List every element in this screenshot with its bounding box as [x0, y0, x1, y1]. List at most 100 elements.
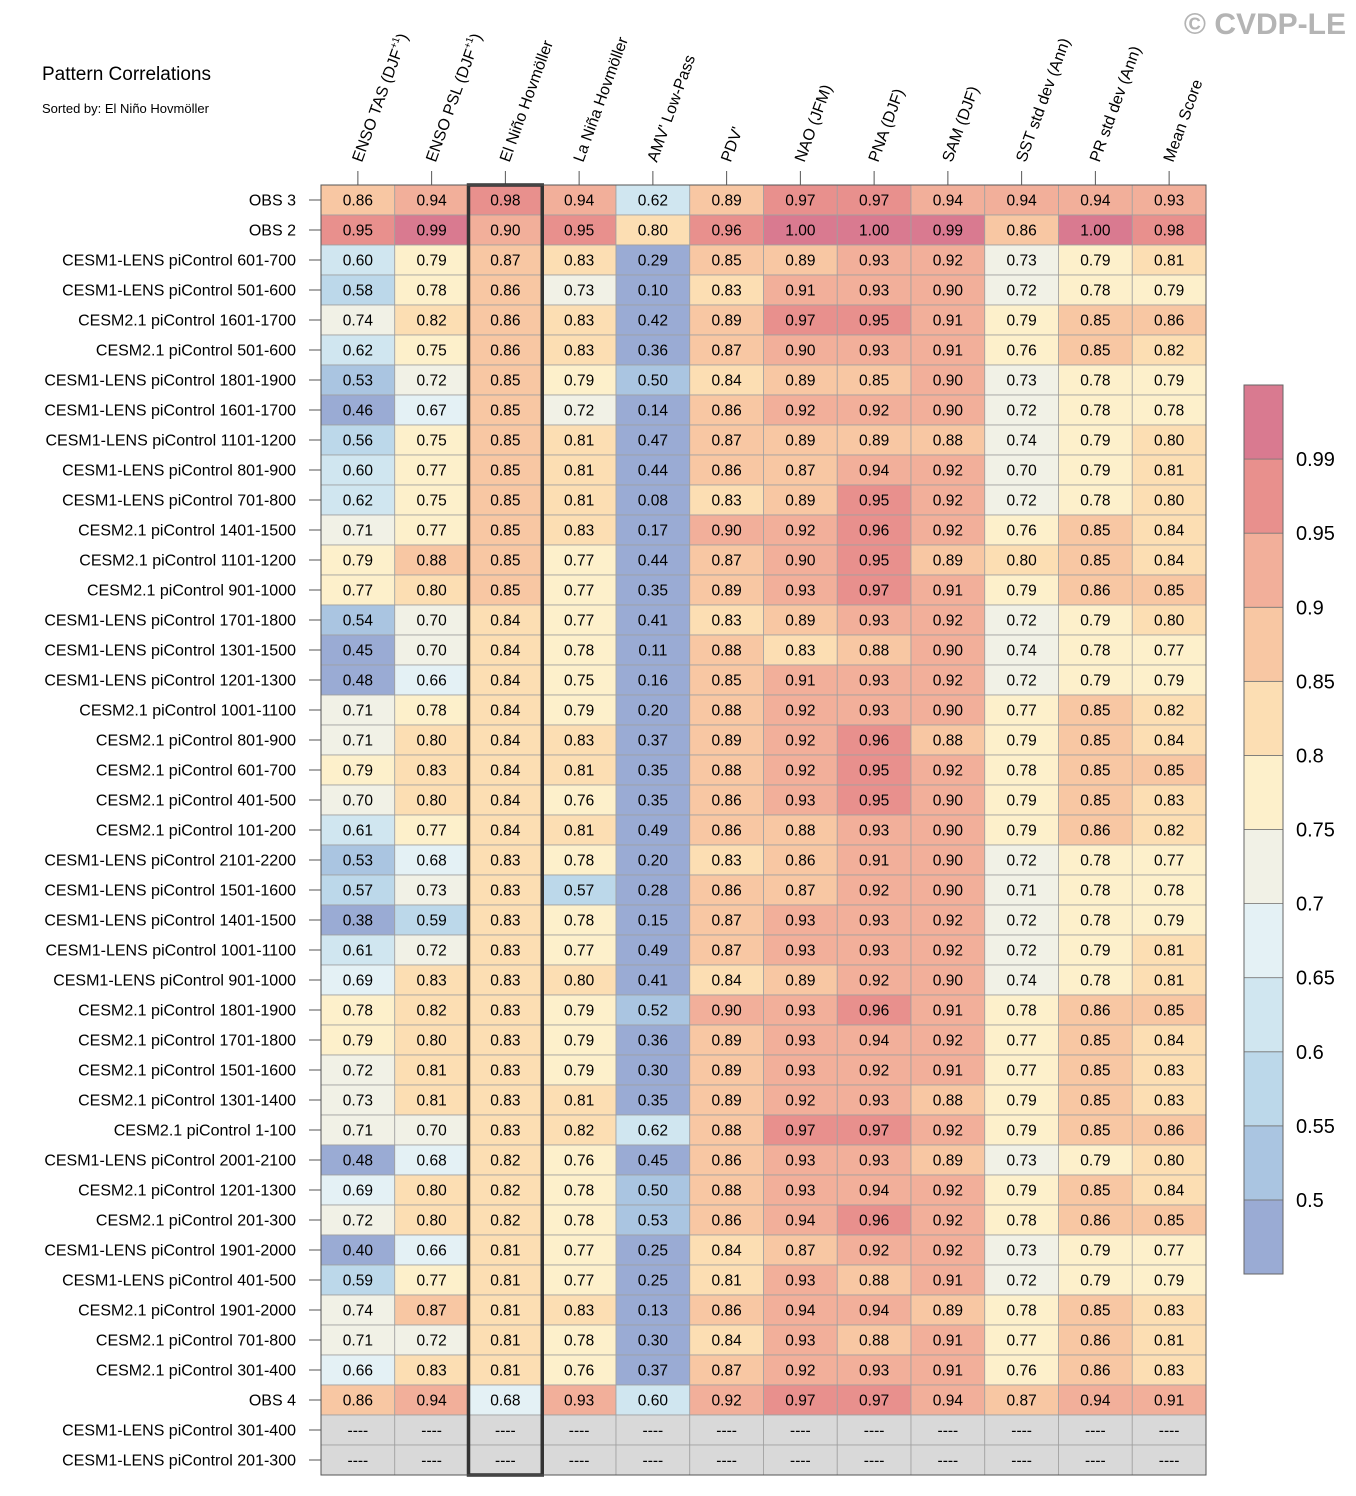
- cell-value-label: 0.77: [1007, 1333, 1037, 1350]
- heatmap-cell: [394, 694, 469, 726]
- cell-value-label: 0.72: [1007, 613, 1037, 630]
- row-label: CESM1-LENS piControl 601-700: [62, 253, 296, 270]
- heatmap-cell: [541, 214, 617, 246]
- heatmap-cell: [468, 1264, 543, 1296]
- cell-value-label: 0.20: [638, 703, 669, 720]
- cell-value-label: 0.91: [933, 1003, 963, 1020]
- heatmap-cell: [836, 1144, 912, 1176]
- cell-value-label: 0.86: [490, 313, 520, 330]
- heatmap-cell: [541, 1054, 617, 1086]
- heatmap-cell: [763, 1054, 838, 1086]
- cell-value-label: 0.85: [859, 373, 889, 390]
- heatmap-cell: [1058, 694, 1133, 726]
- cell-value-label: 0.78: [1080, 283, 1110, 300]
- cell-value-label: 0.86: [712, 823, 742, 840]
- heatmap-cell: [1058, 244, 1133, 276]
- heatmap-cell: [984, 1294, 1059, 1326]
- colorbar-tick-label: 0.95: [1296, 523, 1335, 545]
- heatmap-cell: [615, 454, 691, 486]
- heatmap-cell: [689, 1144, 764, 1176]
- cell-value-label: 0.79: [1154, 1273, 1184, 1290]
- heatmap-cell: [394, 604, 469, 636]
- cell-value-label: 0.90: [712, 1003, 743, 1020]
- cell-value-label: 0.68: [490, 1393, 520, 1410]
- cell-value-label: 0.78: [1007, 1303, 1037, 1320]
- cell-value-label: 0.60: [638, 1393, 669, 1410]
- cell-value-label: 0.77: [1007, 1033, 1037, 1050]
- heatmap-cell: [984, 694, 1059, 726]
- heatmap-cell: [763, 724, 838, 756]
- heatmap-cell: [1058, 934, 1133, 966]
- heatmap-cell: [689, 1294, 764, 1326]
- heatmap-cell: [689, 724, 764, 756]
- heatmap-cell: [836, 1234, 912, 1266]
- cell-value-label: 0.71: [343, 733, 373, 750]
- heatmap-cell: [910, 304, 986, 336]
- row-label: CESM1-LENS piControl 1701-1800: [44, 613, 296, 630]
- cell-value-label: 0.77: [564, 1243, 594, 1260]
- cell-value-label: 0.72: [1007, 673, 1037, 690]
- cell-value-label: 0.83: [712, 613, 742, 630]
- cell-value-label: 0.78: [1080, 373, 1110, 390]
- cell-value-label: 0.94: [859, 463, 890, 480]
- cell-value-label: 0.44: [638, 463, 669, 480]
- heatmap-cell: [763, 1174, 838, 1206]
- cell-value-label: 0.80: [417, 583, 448, 600]
- heatmap-cell: [763, 574, 838, 606]
- cell-value-label: 0.92: [785, 1363, 815, 1380]
- cell-value-label: 0.79: [1080, 943, 1110, 960]
- cell-value-label: 0.91: [933, 583, 963, 600]
- chart-subtitle: Sorted by: El Niño Hovmöller: [42, 101, 210, 116]
- heatmap-cell: [763, 994, 838, 1026]
- row-label: CESM2.1 piControl 801-900: [96, 733, 296, 750]
- cell-value-label: 0.15: [638, 913, 668, 930]
- cell-value-label: 0.87: [712, 553, 742, 570]
- cell-value-label: 0.86: [1080, 1003, 1110, 1020]
- cell-value-label: 0.86: [712, 403, 742, 420]
- heatmap-cell: [1058, 394, 1133, 426]
- cell-value-label: 0.98: [1154, 223, 1184, 240]
- cell-value-label: 0.70: [417, 643, 448, 660]
- cell-value-label: 0.89: [712, 193, 742, 210]
- cell-value-label: 0.86: [343, 1393, 373, 1410]
- cell-value-label: 0.78: [564, 643, 594, 660]
- cell-value-label: ----: [643, 1423, 664, 1440]
- cell-value-label: 0.84: [490, 763, 521, 780]
- heatmap-cell: [394, 1414, 469, 1446]
- cell-value-label: 0.95: [859, 793, 889, 810]
- cell-value-label: 0.86: [1154, 313, 1184, 330]
- heatmap-cell: [763, 394, 838, 426]
- heatmap-cell: [984, 1204, 1059, 1236]
- cell-value-label: 0.59: [343, 1273, 373, 1290]
- cell-value-label: 0.93: [859, 613, 889, 630]
- cell-value-label: 0.93: [859, 913, 889, 930]
- cell-value-label: 0.86: [712, 883, 742, 900]
- cell-value-label: 0.93: [785, 1063, 815, 1080]
- heatmap-cell: [763, 784, 838, 816]
- heatmap-cell: [836, 874, 912, 906]
- heatmap-cell: [320, 694, 396, 726]
- cell-value-label: 0.96: [859, 1213, 889, 1230]
- cell-value-label: 0.92: [785, 523, 815, 540]
- heatmap-grid: 0.86 0.94 0.98 0.94 0.62 0.89 0.97 0.97 0.94 0.94…: [320, 184, 1207, 1476]
- heatmap-cell: [763, 334, 838, 366]
- cell-value-label: 0.93: [859, 703, 889, 720]
- heatmap-cell: [836, 934, 912, 966]
- heatmap-cell: [615, 1084, 691, 1116]
- heatmap-cell: [689, 1054, 764, 1086]
- cell-value-label: 0.78: [1080, 853, 1110, 870]
- heatmap-cell: [1058, 1324, 1133, 1356]
- colorbar-tick-label: 0.8: [1296, 745, 1324, 767]
- cell-value-label: 0.94: [859, 1033, 890, 1050]
- heatmap-cell: [468, 964, 543, 996]
- colorbar-segment: [1243, 903, 1284, 979]
- heatmap-cell: [910, 1414, 986, 1446]
- cell-value-label: 0.76: [564, 1363, 594, 1380]
- cell-value-label: 0.87: [785, 883, 815, 900]
- heatmap-cell: [689, 214, 764, 246]
- cell-value-label: 0.94: [1080, 193, 1111, 210]
- heatmap-cell: [984, 1414, 1059, 1446]
- row-label: CESM2.1 piControl 601-700: [96, 763, 296, 780]
- heatmap-cell: [984, 724, 1059, 756]
- cell-value-label: 0.97: [859, 1123, 889, 1140]
